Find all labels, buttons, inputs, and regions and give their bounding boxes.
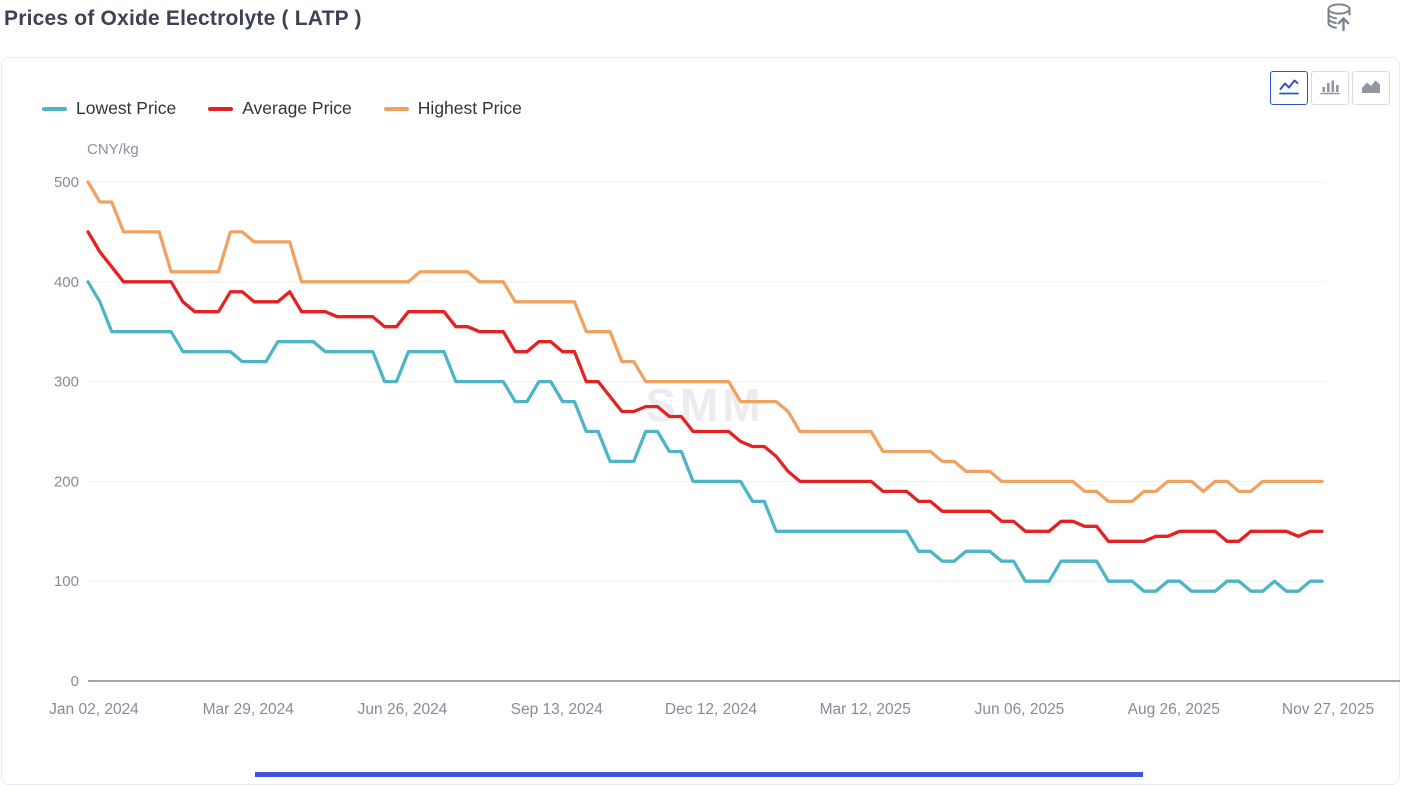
legend-label: Average Price — [242, 98, 352, 118]
x-tick-label-3: Sep 13, 2024 — [511, 701, 604, 718]
legend-item-average-price[interactable]: Average Price — [208, 98, 352, 119]
line-chart-button[interactable] — [1270, 71, 1308, 105]
x-tick-label-2: Jun 26, 2024 — [358, 701, 448, 718]
legend-item-lowest-price[interactable]: Lowest Price — [42, 98, 176, 119]
area-chart-icon — [1360, 78, 1382, 98]
bottom-blue-bar — [255, 772, 1143, 777]
bar-chart-icon — [1319, 78, 1341, 98]
legend-item-highest-price[interactable]: Highest Price — [383, 98, 522, 119]
chart-type-toggle — [1270, 71, 1390, 105]
smm-watermark: SMM — [645, 379, 764, 431]
legend-label: Highest Price — [417, 98, 522, 118]
y-tick-label-400: 400 — [54, 274, 79, 291]
series-line-lowest-price — [86, 280, 1324, 593]
y-tick-label-500: 500 — [54, 174, 79, 191]
export-data-button[interactable] — [1323, 2, 1357, 36]
line-chart-icon — [1278, 78, 1300, 98]
x-tick-label-8: Nov 27, 2025 — [1282, 701, 1374, 718]
lowest-price-dash-icon — [42, 106, 67, 111]
legend-label: Lowest Price — [76, 98, 177, 118]
y-tick-label-100: 100 — [54, 573, 79, 590]
page-title: Prices of Oxide Electrolyte ( LATP ) — [4, 7, 362, 30]
database-upload-icon — [1325, 3, 1355, 37]
series-line-average-price — [86, 230, 1324, 543]
page-header: Prices of Oxide Electrolyte ( LATP ) — [0, 0, 1401, 56]
bar-chart-button[interactable] — [1311, 71, 1349, 105]
y-axis-unit-label: CNY/kg — [87, 141, 139, 158]
area-chart-button[interactable] — [1352, 71, 1390, 105]
y-tick-label-200: 200 — [54, 473, 79, 490]
x-tick-label-4: Dec 12, 2024 — [665, 701, 758, 718]
x-tick-label-6: Jun 06, 2025 — [975, 701, 1065, 718]
chart-card — [1, 57, 1400, 785]
chart-legend: Lowest Price Average Price Highest Price — [42, 98, 522, 119]
y-tick-label-300: 300 — [54, 374, 79, 391]
highest-price-dash-icon — [383, 106, 409, 111]
x-tick-label-0: Jan 02, 2024 — [49, 701, 139, 718]
y-tick-label-0: 0 — [71, 673, 79, 690]
average-price-dash-icon — [208, 106, 234, 111]
series-line-highest-price — [86, 180, 1324, 504]
x-tick-label-7: Aug 26, 2025 — [1128, 701, 1220, 718]
x-tick-label-1: Mar 29, 2024 — [203, 701, 295, 718]
x-tick-label-5: Mar 12, 2025 — [820, 701, 911, 718]
